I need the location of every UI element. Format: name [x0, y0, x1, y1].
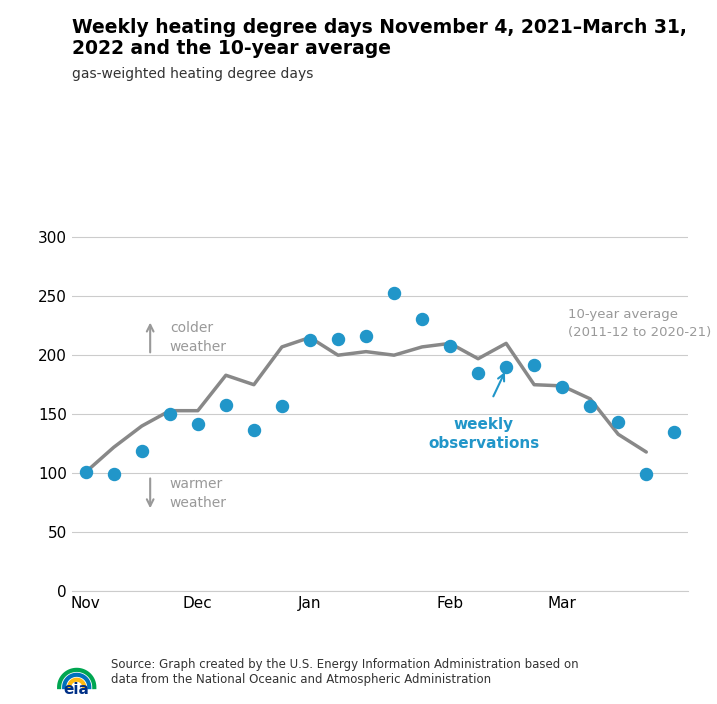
Point	[584, 401, 596, 412]
Text: warmer
weather: warmer weather	[170, 477, 227, 510]
Point	[417, 313, 428, 325]
Point	[164, 408, 176, 420]
Point	[80, 467, 92, 478]
Point	[612, 417, 624, 428]
Text: eia: eia	[64, 682, 90, 697]
Text: colder
weather: colder weather	[170, 321, 227, 354]
Text: 10-year average
(2011-12 to 2020-21): 10-year average (2011-12 to 2020-21)	[568, 308, 711, 339]
Point	[332, 333, 343, 344]
Point	[473, 367, 484, 379]
Point	[108, 469, 120, 480]
Text: Source: Graph created by the U.S. Energy Information Administration based on
dat: Source: Graph created by the U.S. Energy…	[111, 658, 579, 686]
Point	[276, 401, 288, 412]
Point	[360, 331, 371, 342]
Text: Weekly heating degree days November 4, 2021–March 31,: Weekly heating degree days November 4, 2…	[72, 18, 687, 37]
Point	[220, 399, 232, 410]
Point	[248, 424, 260, 435]
Point	[668, 427, 680, 438]
Text: weekly
observations: weekly observations	[428, 417, 539, 451]
Point	[136, 445, 148, 456]
Point	[389, 287, 400, 298]
Point	[500, 361, 512, 372]
Text: 2022 and the 10-year average: 2022 and the 10-year average	[72, 39, 391, 58]
Point	[304, 334, 315, 346]
Point	[556, 382, 568, 393]
Point	[640, 469, 652, 480]
Point	[445, 340, 456, 351]
Text: gas-weighted heating degree days: gas-weighted heating degree days	[72, 67, 313, 81]
Point	[192, 418, 204, 429]
Point	[528, 359, 540, 370]
